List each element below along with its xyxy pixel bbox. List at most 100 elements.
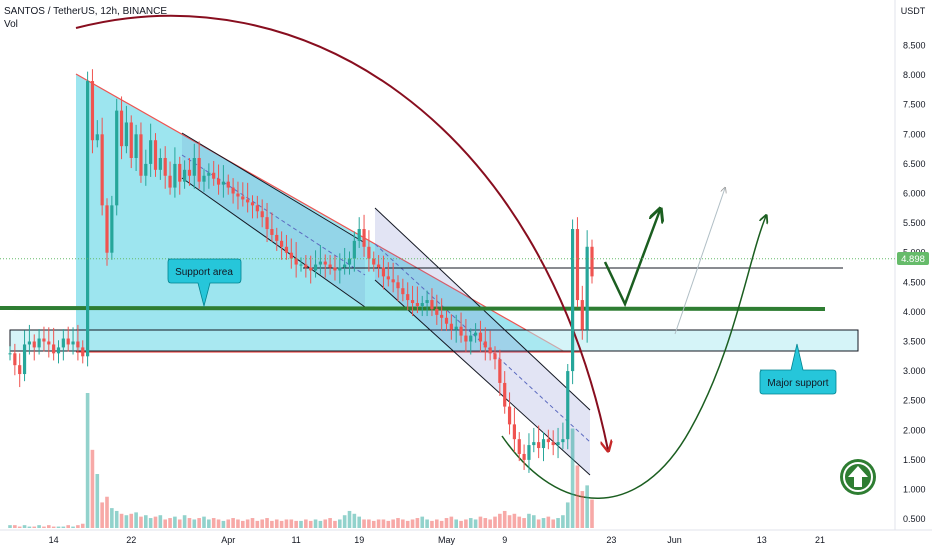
volume-bar	[323, 519, 328, 528]
channel-blue-bottom[interactable]	[181, 177, 366, 308]
green-u-curve[interactable]	[501, 216, 766, 499]
support-area-callout[interactable]: Support area	[167, 258, 242, 308]
volume-bar	[391, 519, 395, 528]
candle-body	[110, 205, 114, 253]
volume-bar	[294, 520, 298, 528]
candle-body	[231, 187, 235, 194]
x-tick-label: Apr	[221, 535, 235, 545]
major-support-callout[interactable]: Major support	[759, 343, 837, 395]
volume-bar	[570, 428, 575, 528]
candle-body	[313, 264, 318, 271]
volume-indicator-label[interactable]: Vol	[4, 19, 18, 30]
candle-body	[551, 442, 555, 446]
volume-bar	[129, 513, 134, 528]
candle-body	[124, 122, 128, 147]
volume-bar	[405, 520, 410, 528]
volume-bar	[473, 519, 478, 528]
volume-bar	[580, 491, 585, 528]
candle-body	[478, 332, 483, 342]
chart-header: SANTOS / TetherUS, 12h, BINANCE Vol	[4, 5, 167, 31]
channel-blue-top[interactable]	[181, 132, 366, 244]
candle-body	[304, 264, 308, 268]
up-arrow-icon	[848, 466, 868, 487]
descending-channel-purple[interactable]	[375, 208, 590, 475]
volume-bar	[347, 510, 352, 528]
candle-body	[401, 288, 405, 295]
volume-bar	[124, 515, 129, 528]
candle-body	[546, 439, 550, 443]
volume-bar	[241, 520, 245, 528]
volume-bar	[313, 519, 318, 528]
volume-bar	[585, 485, 589, 528]
candle-body	[187, 169, 192, 176]
volume-bar	[119, 513, 124, 528]
candle-body	[100, 134, 104, 206]
candle-body	[386, 276, 390, 280]
volume-bar	[381, 519, 386, 528]
y-tick-label: 5.500	[903, 218, 926, 228]
volume-bar	[527, 513, 531, 528]
candle-body	[377, 264, 381, 268]
y-tick-label: 8.500	[903, 41, 926, 51]
candle-body	[178, 163, 182, 182]
x-tick-label: Jun	[667, 535, 682, 545]
candle-body	[66, 338, 70, 345]
volume-bar	[56, 526, 61, 528]
volume-bar	[192, 519, 197, 528]
maroon-arc[interactable]	[75, 14, 608, 450]
y-tick-label: 2.000	[903, 425, 926, 435]
volume-bar	[85, 393, 90, 528]
candle-body	[260, 211, 264, 218]
candle-body	[255, 205, 259, 212]
volume-bar	[590, 499, 594, 528]
candle-body	[362, 229, 366, 247]
volume-bar	[236, 519, 240, 528]
volume-bar	[493, 516, 497, 528]
candle-body	[115, 110, 119, 206]
up-arrow-button[interactable]	[840, 459, 876, 495]
candle-body	[406, 294, 410, 301]
volume-bar	[61, 526, 66, 528]
candle-body	[590, 246, 594, 277]
y-tick-label: 6.500	[903, 159, 926, 169]
major-support-label: Major support	[767, 378, 828, 389]
candle-body	[212, 172, 216, 179]
volume-bar	[401, 519, 405, 528]
volume-bar	[202, 516, 206, 528]
candle-body	[246, 199, 250, 203]
symbol-title[interactable]: SANTOS / TetherUS, 12h, BINANCE	[4, 6, 168, 17]
candle-body	[134, 134, 138, 158]
candle-body	[357, 229, 361, 241]
candle-body	[158, 157, 162, 170]
support-rectangle[interactable]	[9, 329, 859, 352]
candle-body	[367, 246, 371, 259]
volume-bar	[80, 523, 85, 528]
candle-body	[236, 193, 240, 197]
candle-body	[192, 157, 196, 176]
candle-body	[444, 317, 449, 324]
candle-body	[71, 341, 75, 345]
volume-bar	[211, 518, 216, 528]
volume-bar	[454, 519, 458, 528]
volume-bar	[284, 519, 289, 528]
candle-body	[56, 347, 61, 354]
currency-label: USDT	[901, 6, 926, 16]
gray-projection-arrow[interactable]	[674, 188, 725, 335]
candle-body	[280, 240, 284, 247]
wedge-upper-edge[interactable]	[75, 73, 566, 353]
last-price-tag: 4.898	[897, 252, 929, 265]
volume-bar	[187, 518, 192, 528]
volume-bar	[71, 526, 75, 528]
candle-body	[430, 300, 434, 309]
volume-bar	[507, 515, 512, 528]
volume-bar	[415, 518, 420, 528]
volume-bar	[110, 508, 114, 528]
green-zigzag-arrow[interactable]	[603, 210, 660, 308]
candle-body	[173, 163, 177, 188]
candle-body	[488, 347, 492, 354]
candle-body	[522, 453, 526, 460]
volume-bar	[575, 465, 580, 528]
candle-body	[95, 134, 99, 141]
